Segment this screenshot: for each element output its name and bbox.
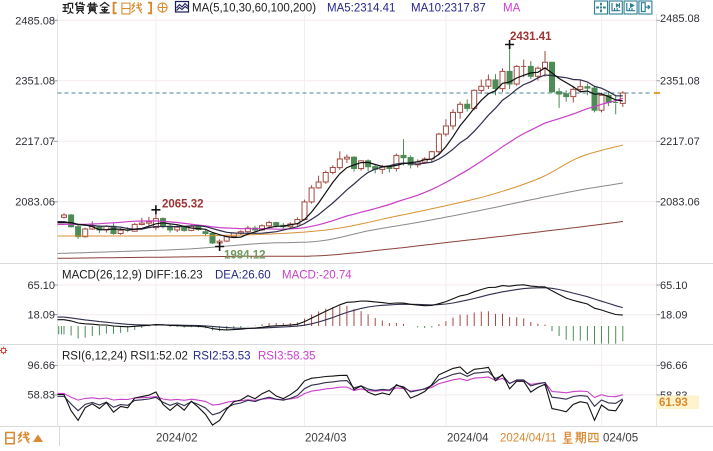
svg-text:RSI(6,12,24) RSI1:52.02: RSI(6,12,24) RSI1:52.02 [62,350,188,362]
svg-text:2024/02: 2024/02 [156,432,198,444]
svg-text:2431.41: 2431.41 [510,31,552,43]
svg-text:2065.32: 2065.32 [162,199,204,211]
svg-text:65.10: 65.10 [660,280,688,292]
svg-text:2485.08: 2485.08 [15,16,55,28]
svg-text:58.83: 58.83 [27,390,55,402]
svg-text:61.93: 61.93 [659,397,688,409]
svg-text:2351.08: 2351.08 [660,76,700,88]
svg-text:96.66: 96.66 [660,360,688,372]
svg-text:1984.12: 1984.12 [224,250,266,262]
svg-text:RSI3:58.35: RSI3:58.35 [258,350,316,362]
svg-text:MA5:2314.41: MA5:2314.41 [327,2,395,14]
svg-text:MACD(26,12,9) DIFF:16.23: MACD(26,12,9) DIFF:16.23 [62,269,203,281]
svg-text:2024/04: 2024/04 [447,432,489,444]
svg-text:2217.07: 2217.07 [660,136,700,148]
svg-text:65.10: 65.10 [27,280,55,292]
svg-text:MA10:2317.87: MA10:2317.87 [411,2,486,14]
svg-text:2024/03: 2024/03 [305,432,347,444]
svg-text:2083.06: 2083.06 [15,197,55,209]
svg-text:MACD:-20.74: MACD:-20.74 [282,269,352,281]
svg-text:18.09: 18.09 [27,309,55,321]
svg-text:96.66: 96.66 [27,360,55,372]
svg-text:2217.07: 2217.07 [15,136,55,148]
svg-text:DEA:26.60: DEA:26.60 [215,269,271,281]
svg-text:18.09: 18.09 [660,309,688,321]
svg-text:MA(5,10,30,60,100,200): MA(5,10,30,60,100,200) [192,2,316,14]
svg-text:2083.06: 2083.06 [660,197,700,209]
svg-text:2351.08: 2351.08 [15,76,55,88]
svg-text:024/05: 024/05 [603,432,638,444]
svg-text:RSI2:53.53: RSI2:53.53 [193,350,251,362]
svg-text:MA: MA [503,2,521,14]
svg-text:2024/04/11: 2024/04/11 [500,432,557,444]
svg-text:2485.08: 2485.08 [660,13,700,25]
